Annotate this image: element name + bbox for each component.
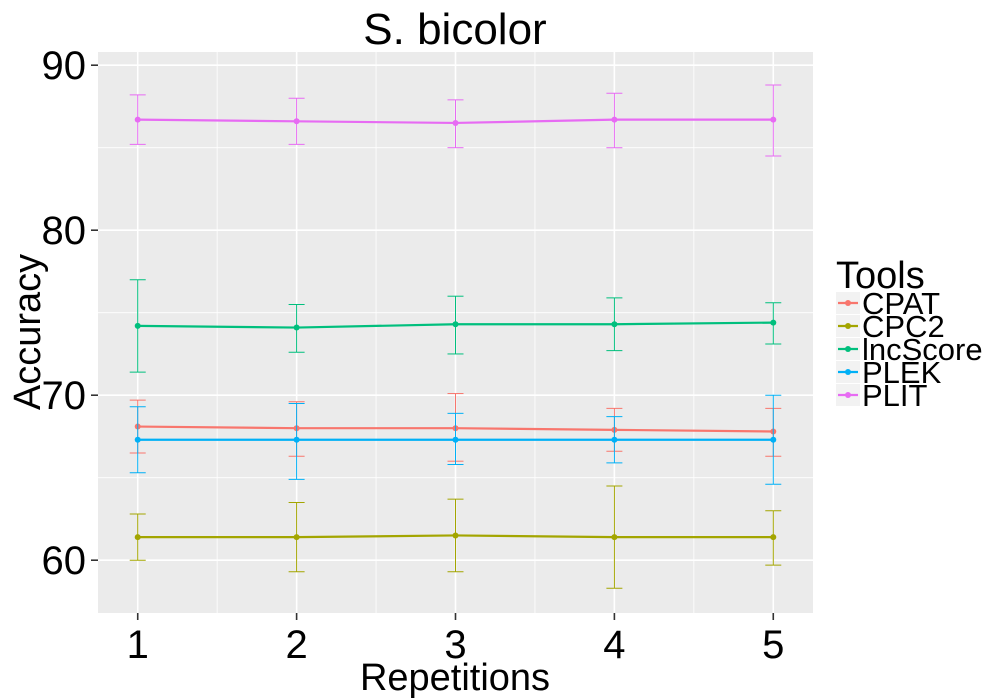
point-plit bbox=[452, 119, 459, 126]
x-tick-label: 1 bbox=[127, 623, 149, 667]
legend-key-point bbox=[845, 300, 851, 306]
legend-label-plit: PLIT bbox=[862, 378, 928, 413]
y-tick-label: 80 bbox=[42, 209, 87, 253]
chart-title: S. bicolor bbox=[363, 5, 546, 54]
point-lncscore bbox=[452, 321, 459, 328]
legend-key-point bbox=[845, 323, 851, 329]
y-tick-label: 90 bbox=[42, 44, 87, 88]
y-axis-label: Accuracy bbox=[7, 254, 49, 410]
series-lncscore bbox=[129, 279, 782, 373]
x-tick-label: 3 bbox=[444, 623, 466, 667]
point-cpc2 bbox=[293, 534, 300, 541]
series-plit bbox=[129, 84, 782, 157]
point-cpc2 bbox=[134, 534, 141, 541]
point-lncscore bbox=[134, 322, 141, 329]
x-axis: 1 2 3 4 5 bbox=[127, 613, 784, 667]
y-axis: 60 70 80 90 bbox=[42, 44, 98, 583]
legend-key-point bbox=[845, 346, 851, 352]
point-plit bbox=[770, 116, 777, 123]
y-tick-label: 60 bbox=[42, 539, 87, 583]
legend-item-plit: PLIT bbox=[836, 378, 928, 413]
point-plek bbox=[293, 436, 300, 443]
legend-key-point bbox=[845, 392, 851, 398]
point-plek bbox=[452, 436, 459, 443]
legend-item-lncscore: lncScore bbox=[836, 332, 983, 367]
legend-item-plek: PLEK bbox=[836, 355, 942, 390]
point-plek bbox=[770, 436, 777, 443]
legend-title: Tools bbox=[836, 255, 925, 297]
point-cpc2 bbox=[770, 534, 777, 541]
point-plek bbox=[611, 436, 618, 443]
legend-item-cpat: CPAT bbox=[836, 286, 940, 321]
legend-label-cpat: CPAT bbox=[862, 286, 940, 321]
point-plit bbox=[134, 116, 141, 123]
point-plit bbox=[611, 116, 618, 123]
point-lncscore bbox=[293, 324, 300, 331]
y-tick-label: 70 bbox=[42, 374, 87, 418]
x-axis-label: Repetitions bbox=[360, 657, 550, 699]
legend-key-point bbox=[845, 369, 851, 375]
x-tick-label: 4 bbox=[603, 623, 625, 667]
legend-label-cpc2: CPC2 bbox=[862, 309, 945, 344]
series-plek bbox=[129, 394, 782, 485]
point-cpc2 bbox=[452, 532, 459, 539]
legend-label-plek: PLEK bbox=[862, 355, 942, 390]
series-cpc2 bbox=[129, 485, 782, 589]
point-cpc2 bbox=[611, 534, 618, 541]
legend-item-cpc2: CPC2 bbox=[836, 309, 945, 344]
legend-label-lncscore: lncScore bbox=[862, 332, 983, 367]
series-layer bbox=[129, 84, 782, 589]
point-lncscore bbox=[770, 319, 777, 326]
point-plek bbox=[134, 436, 141, 443]
point-plit bbox=[293, 118, 300, 125]
point-lncscore bbox=[611, 321, 618, 328]
x-tick-label: 5 bbox=[762, 623, 784, 667]
x-tick-label: 2 bbox=[285, 623, 307, 667]
